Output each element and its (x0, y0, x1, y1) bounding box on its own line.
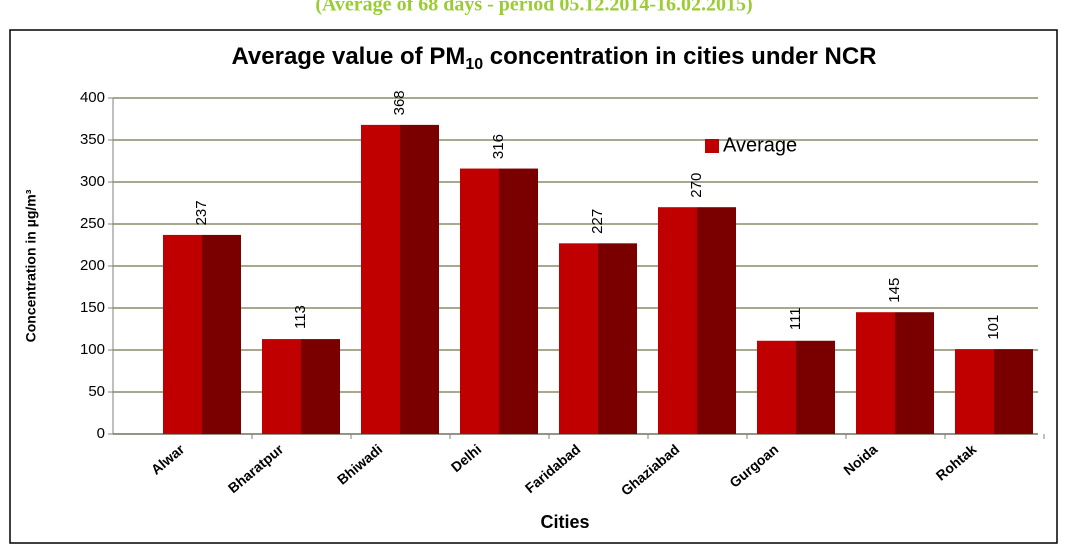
y-tick-label: 200 (80, 257, 105, 274)
bar-front (658, 207, 697, 434)
bar-front (757, 340, 796, 434)
data-label: 111 (787, 307, 804, 330)
y-tick-label: 250 (80, 215, 105, 232)
y-tick-label: 400 (80, 89, 105, 106)
bar-front (559, 243, 598, 434)
legend-swatch (705, 139, 719, 153)
y-tick-label: 50 (88, 383, 105, 400)
bar-front (163, 234, 202, 434)
data-label: 237 (193, 200, 210, 225)
bar-side (301, 339, 340, 434)
bar-front (460, 168, 499, 434)
bar (658, 207, 736, 434)
title-subscript: 10 (465, 56, 483, 73)
y-tick-label: 100 (80, 341, 105, 358)
data-label: 113 (292, 305, 309, 329)
bar (757, 340, 835, 434)
bar-side (796, 340, 835, 434)
bar-front (955, 349, 994, 434)
y-tick-label: 300 (80, 173, 105, 190)
x-axis-label: Cities (540, 512, 589, 532)
bar (460, 168, 538, 434)
bar-side (400, 124, 439, 434)
data-label: 145 (886, 278, 903, 303)
title-text: Average value of PM (231, 43, 465, 70)
chart-subtitle: (Average of 68 days - period 05.12.2014-… (315, 0, 752, 16)
bar-side (202, 234, 241, 434)
bar (163, 234, 241, 434)
data-label: 227 (589, 209, 606, 234)
data-label: 368 (391, 90, 408, 115)
bar-side (697, 207, 736, 434)
y-tick-label: 0 (97, 425, 105, 442)
y-tick-label: 150 (80, 299, 105, 316)
data-label: 316 (490, 134, 507, 159)
bar-side (994, 349, 1033, 434)
title-text: concentration in cities under NCR (483, 43, 876, 70)
bar-side (499, 168, 538, 434)
bar (262, 339, 340, 434)
bar-side (598, 243, 637, 434)
bar (856, 312, 934, 434)
legend-label: Average (723, 134, 797, 156)
bar-front (262, 339, 301, 434)
data-label: 270 (688, 173, 705, 198)
bar-front (856, 312, 895, 434)
bar (955, 349, 1033, 434)
y-axis-label: Concentration in µg/m³ (23, 189, 39, 342)
bar-front (361, 124, 400, 434)
bar-side (895, 312, 934, 434)
y-tick-label: 350 (80, 131, 105, 148)
chart-title: Average value of PM10 concentration in c… (231, 43, 876, 73)
bar (361, 124, 439, 434)
data-label: 101 (985, 315, 1002, 340)
bar (559, 243, 637, 434)
